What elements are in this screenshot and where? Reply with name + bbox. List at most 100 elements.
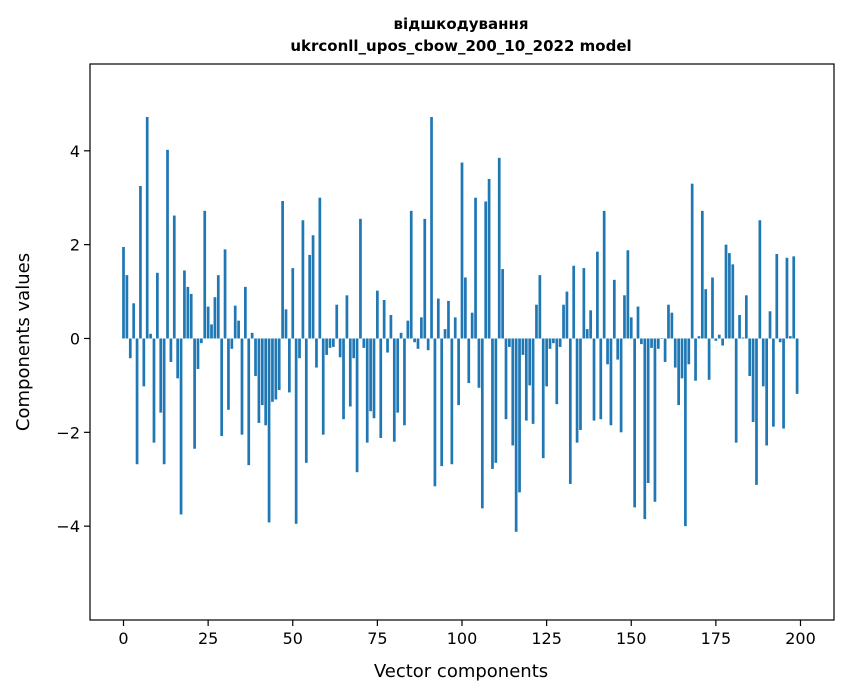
bar [240, 338, 244, 435]
bar [484, 201, 488, 339]
bar [677, 338, 680, 406]
bar [646, 338, 650, 483]
bar [768, 311, 772, 339]
x-tick-label: 75 [367, 629, 387, 648]
x-axis-ticks: 0 25 50 75 100 125 150 175 200 [118, 620, 816, 648]
bar [179, 338, 183, 515]
bar [538, 275, 542, 339]
bar [541, 338, 545, 459]
bar [196, 338, 200, 369]
bar [694, 338, 697, 381]
bar [277, 338, 281, 391]
bar [653, 338, 657, 502]
bar [332, 338, 335, 347]
bar [406, 320, 410, 339]
bar [166, 149, 169, 339]
bar [738, 315, 741, 339]
bar [596, 251, 599, 339]
bar [744, 295, 748, 339]
bar [568, 338, 572, 484]
bar [721, 338, 724, 346]
bar [206, 306, 210, 339]
bar [325, 338, 328, 355]
chart-subtitle: ukrconll_upos_cbow_200_10_2022 model [290, 37, 631, 55]
bar [345, 295, 349, 339]
bar [667, 304, 670, 339]
bar [724, 244, 728, 339]
x-tick-label: 100 [447, 629, 478, 648]
chart-title: відшкодування [393, 15, 528, 33]
bar [690, 183, 694, 339]
bar [413, 338, 416, 343]
bar [623, 295, 626, 339]
bar [318, 197, 322, 339]
bar [426, 338, 430, 351]
bar [450, 338, 454, 465]
bar [321, 338, 325, 435]
bar [362, 338, 366, 348]
bar [660, 338, 664, 339]
bar [555, 338, 559, 405]
bar [487, 178, 491, 339]
bar [552, 338, 555, 344]
bars-group [122, 117, 799, 532]
bar [728, 253, 731, 339]
bar [748, 338, 752, 377]
bar [389, 315, 393, 339]
bar [284, 309, 288, 339]
bar [230, 338, 234, 349]
bar [548, 338, 552, 349]
bar [656, 338, 660, 349]
bar [409, 210, 413, 339]
bar [704, 289, 708, 339]
x-tick-label: 25 [198, 629, 218, 648]
bar [751, 338, 755, 422]
bar [640, 338, 643, 345]
bar [508, 338, 511, 347]
bar [162, 338, 166, 465]
bar [582, 268, 586, 339]
bar [528, 338, 532, 386]
bar [558, 338, 562, 347]
bar [125, 275, 129, 339]
bar [511, 338, 515, 446]
bar [521, 338, 525, 355]
bar [778, 338, 782, 343]
bar [765, 338, 768, 446]
bar [755, 338, 758, 485]
bar [315, 338, 318, 368]
bar [128, 338, 132, 359]
bar [684, 338, 687, 527]
x-tick-label: 200 [785, 629, 816, 648]
x-tick-label: 0 [118, 629, 128, 648]
bar [416, 338, 420, 349]
bar [707, 338, 711, 380]
bar [382, 300, 386, 339]
bar [335, 304, 339, 339]
bar [491, 338, 494, 469]
bar [670, 312, 674, 339]
bar [792, 256, 796, 339]
bar [172, 215, 176, 339]
bar [524, 338, 528, 421]
bar [298, 338, 301, 359]
bar [562, 304, 565, 339]
bar [518, 338, 521, 493]
bar [244, 286, 247, 339]
y-tick-label: 2 [70, 236, 80, 255]
bar [535, 304, 538, 339]
bar [260, 338, 264, 406]
y-tick-label: 4 [70, 142, 80, 161]
bar [288, 338, 291, 393]
bar [352, 338, 356, 359]
bar [216, 275, 220, 339]
bar [700, 210, 704, 339]
bar [514, 338, 518, 532]
bar [636, 306, 640, 339]
bar [467, 338, 471, 384]
bar [785, 257, 789, 339]
bar [579, 338, 582, 430]
bar [609, 338, 613, 426]
y-axis-label: Components values [13, 253, 34, 431]
bar [474, 197, 477, 339]
